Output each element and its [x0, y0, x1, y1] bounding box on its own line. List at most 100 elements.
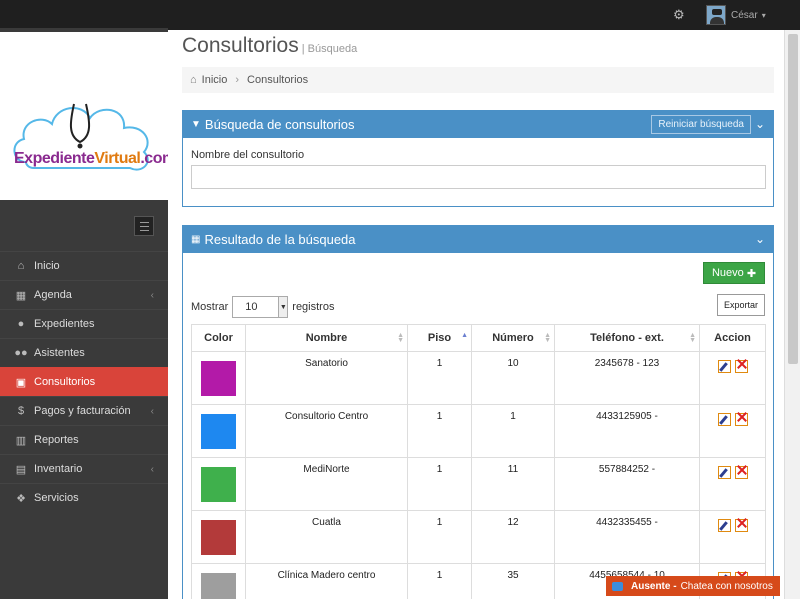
numero-cell: 10 [471, 351, 555, 405]
chevron-down-icon: ▾ [761, 10, 766, 20]
cubes-icon: ❖ [16, 492, 26, 505]
color-swatch [201, 361, 236, 396]
nombre-cell: Cuatla [245, 510, 408, 564]
sort-icon: ▲ ▼ [544, 332, 551, 344]
sidebar-item-agenda[interactable]: ▦ Agenda ‹ [0, 280, 168, 309]
plus-icon: ✚ [746, 267, 757, 280]
page-title: Consultorios | Búsqueda [182, 34, 358, 57]
sidebar-item-servicios[interactable]: ❖ Servicios [0, 483, 168, 512]
accion-cell [699, 510, 766, 564]
new-button[interactable]: Nuevo ✚ [703, 262, 765, 284]
color-cell [191, 351, 246, 405]
sidebar-item-expedientes[interactable]: ● Expedientes [0, 309, 168, 338]
column-header-telefono[interactable]: Teléfono - ext. ▲ ▼ [554, 324, 700, 352]
settings-icon[interactable]: ⚙ [673, 7, 685, 22]
reset-search-button[interactable]: Reiniciar búsqueda [651, 115, 751, 134]
table-icon: ▦ [191, 234, 201, 245]
delete-icon[interactable] [734, 519, 748, 532]
nombre-cell: Consultorio Centro [245, 404, 408, 458]
page-size-select[interactable]: 10 ▼ [232, 296, 289, 318]
home-icon: ⌂ [17, 260, 25, 272]
home-icon: ⌂ [190, 74, 197, 86]
telefono-cell: 4432335455 - [554, 510, 700, 564]
breadcrumb: ⌂ Inicio › Consultorios [182, 67, 774, 93]
sidebar-item-consultorios[interactable]: ▣ Consultorios [0, 367, 168, 396]
table-row: Cuatla 1 12 4432335455 - [191, 510, 766, 564]
table-row: Sanatorio 1 10 2345678 - 123 [191, 351, 766, 405]
top-navbar: ⚙ César ▾ [0, 0, 800, 32]
sidebar-item-asistentes[interactable]: ●● Asistentes [0, 338, 168, 367]
collapse-chevron-icon[interactable]: ⌄ [754, 117, 765, 131]
search-panel: ▼ Búsqueda de consultorios Reiniciar bús… [182, 110, 774, 207]
chat-widget[interactable]: Ausente - Chatea con nosotros [606, 576, 780, 596]
column-header-nombre[interactable]: Nombre ▲ ▼ [245, 324, 408, 352]
color-swatch [201, 573, 236, 599]
telefono-cell: 2345678 - 123 [554, 351, 700, 405]
piso-cell: 1 [407, 457, 472, 511]
nombre-cell: MediNorte [245, 457, 408, 511]
numero-cell: 35 [471, 563, 555, 599]
chevron-down-icon: ▼ [278, 297, 288, 317]
color-cell [191, 510, 246, 564]
search-panel-header: ▼ Búsqueda de consultorios Reiniciar bús… [183, 111, 773, 138]
field-label: Nombre del consultorio [191, 149, 305, 161]
scrollbar-thumb[interactable] [788, 34, 798, 364]
vertical-scrollbar[interactable] [784, 30, 800, 599]
logo-strip [0, 28, 168, 32]
telefono-cell: 557884252 - [554, 457, 700, 511]
brand-text: ExpedienteVirtual.com [14, 150, 176, 167]
piso-cell: 1 [407, 404, 472, 458]
calendar-icon: ▦ [15, 289, 27, 302]
hospital-icon: ▣ [15, 376, 27, 389]
user-name: César [731, 9, 758, 21]
export-button[interactable]: Exportar [717, 294, 765, 316]
collapse-chevron-icon[interactable]: ⌄ [754, 232, 765, 246]
delete-icon[interactable] [734, 466, 748, 479]
delete-icon[interactable] [734, 360, 748, 373]
numero-cell: 1 [471, 404, 555, 458]
edit-icon[interactable] [717, 413, 731, 426]
chat-bubble-icon [612, 581, 623, 591]
filter-icon: ▼ [191, 119, 201, 130]
users-icon: ●● [14, 347, 28, 359]
table-row: Consultorio Centro 1 1 4433125905 - [191, 404, 766, 458]
color-swatch [201, 414, 236, 449]
results-panel-header: ▦ Resultado de la búsqueda ⌄ [183, 226, 773, 253]
column-header-accion: Accion [699, 324, 766, 352]
dollar-icon: $ [17, 405, 25, 417]
sidebar-item-pagos[interactable]: $ Pagos y facturación ‹ [0, 396, 168, 425]
brand-logo-area[interactable]: ExpedienteVirtual.com [0, 32, 176, 200]
nombre-cell: Clínica Madero centro [245, 563, 408, 599]
color-swatch [201, 520, 236, 555]
color-cell [191, 563, 246, 599]
sidebar-item-inventario[interactable]: ▤ Inventario ‹ [0, 454, 168, 483]
column-header-numero[interactable]: Número ▲ ▼ [471, 324, 555, 352]
piso-cell: 1 [407, 563, 472, 599]
sort-icon: ▲ ▼ [397, 332, 404, 344]
column-header-piso[interactable]: Piso ▲ [407, 324, 472, 352]
user-menu[interactable]: César ▾ [706, 5, 766, 25]
sidebar-item-reportes[interactable]: ▥ Reportes [0, 425, 168, 454]
chart-icon: ▥ [15, 434, 27, 447]
results-panel: ▦ Resultado de la búsqueda ⌄ Nuevo ✚ Mos… [182, 225, 774, 599]
breadcrumb-home-link[interactable]: Inicio [201, 74, 228, 86]
column-header-color: Color [191, 324, 246, 352]
cloud-logo-icon [13, 103, 149, 171]
numero-cell: 12 [471, 510, 555, 564]
chat-text: Chatea con nosotros [680, 580, 773, 592]
box-icon: ▤ [15, 463, 27, 476]
accion-cell [699, 404, 766, 458]
consultorio-name-input[interactable] [191, 165, 766, 189]
edit-icon[interactable] [717, 466, 731, 479]
sidebar-toggle-button[interactable] [134, 216, 154, 236]
edit-icon[interactable] [717, 360, 731, 373]
accion-cell [699, 457, 766, 511]
sidebar-item-inicio[interactable]: ⌂ Inicio [0, 251, 168, 280]
piso-cell: 1 [407, 510, 472, 564]
edit-icon[interactable] [717, 519, 731, 532]
delete-icon[interactable] [734, 413, 748, 426]
page-subtitle: | Búsqueda [301, 43, 358, 55]
color-cell [191, 404, 246, 458]
chat-status: Ausente - [631, 580, 677, 592]
results-table: Color Nombre ▲ ▼ Piso ▲ Número ▲ ▼ Teléfono -… [191, 324, 766, 599]
